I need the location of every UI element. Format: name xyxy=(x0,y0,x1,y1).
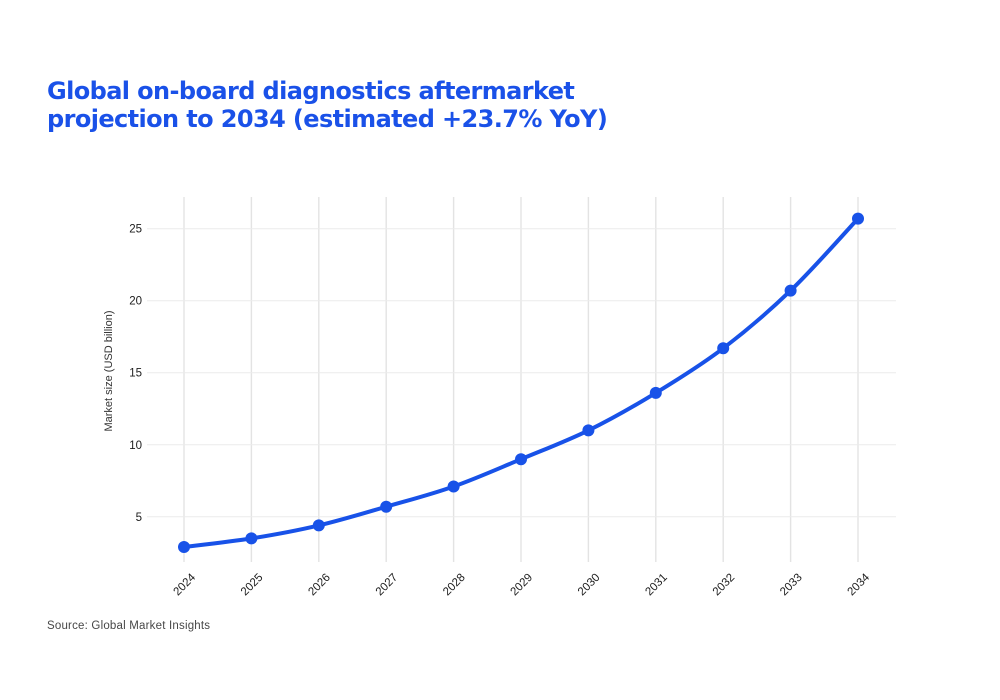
chart-title-line-2: projection to 2034 (estimated +23.7% YoY… xyxy=(47,105,608,133)
y-tick-label-5: 5 xyxy=(136,512,142,524)
y-tick-label-25: 25 xyxy=(129,224,142,236)
x-tick-label-2033: 2033 xyxy=(778,572,805,599)
data-point-2024 xyxy=(178,541,190,553)
x-tick-label-2032: 2032 xyxy=(711,572,738,599)
data-point-2032 xyxy=(717,342,730,355)
x-tick-label-2034: 2034 xyxy=(846,571,873,598)
x-tick-label-2028: 2028 xyxy=(441,572,468,599)
x-tick-label-2024: 2024 xyxy=(172,571,199,598)
data-point-2027 xyxy=(380,500,393,513)
y-tick-label-10: 10 xyxy=(129,440,142,452)
y-axis-title: Market size (USD billion) xyxy=(103,310,115,431)
chart-title: Global on-board diagnostics aftermarket … xyxy=(47,77,608,133)
data-point-2033 xyxy=(784,284,797,297)
x-tick-label-2027: 2027 xyxy=(374,572,401,599)
chart-title-line-1: Global on-board diagnostics aftermarket xyxy=(47,77,575,105)
data-point-2030 xyxy=(582,424,595,437)
data-point-2026 xyxy=(312,519,325,532)
y-tick-label-20: 20 xyxy=(129,296,142,308)
data-point-2031 xyxy=(649,386,662,399)
data-point-2025 xyxy=(245,532,258,545)
x-tick-label-2025: 2025 xyxy=(239,572,266,599)
source-note: Source: Global Market Insights xyxy=(47,620,211,632)
x-tick-label-2026: 2026 xyxy=(306,572,333,599)
data-point-2034 xyxy=(852,212,864,225)
data-point-2029 xyxy=(515,453,527,466)
x-tick-label-2029: 2029 xyxy=(509,572,536,599)
x-tick-label-2031: 2031 xyxy=(643,572,670,599)
x-tick-label-2030: 2030 xyxy=(576,572,603,599)
y-tick-label-15: 15 xyxy=(129,368,142,380)
data-point-2028 xyxy=(447,480,460,493)
